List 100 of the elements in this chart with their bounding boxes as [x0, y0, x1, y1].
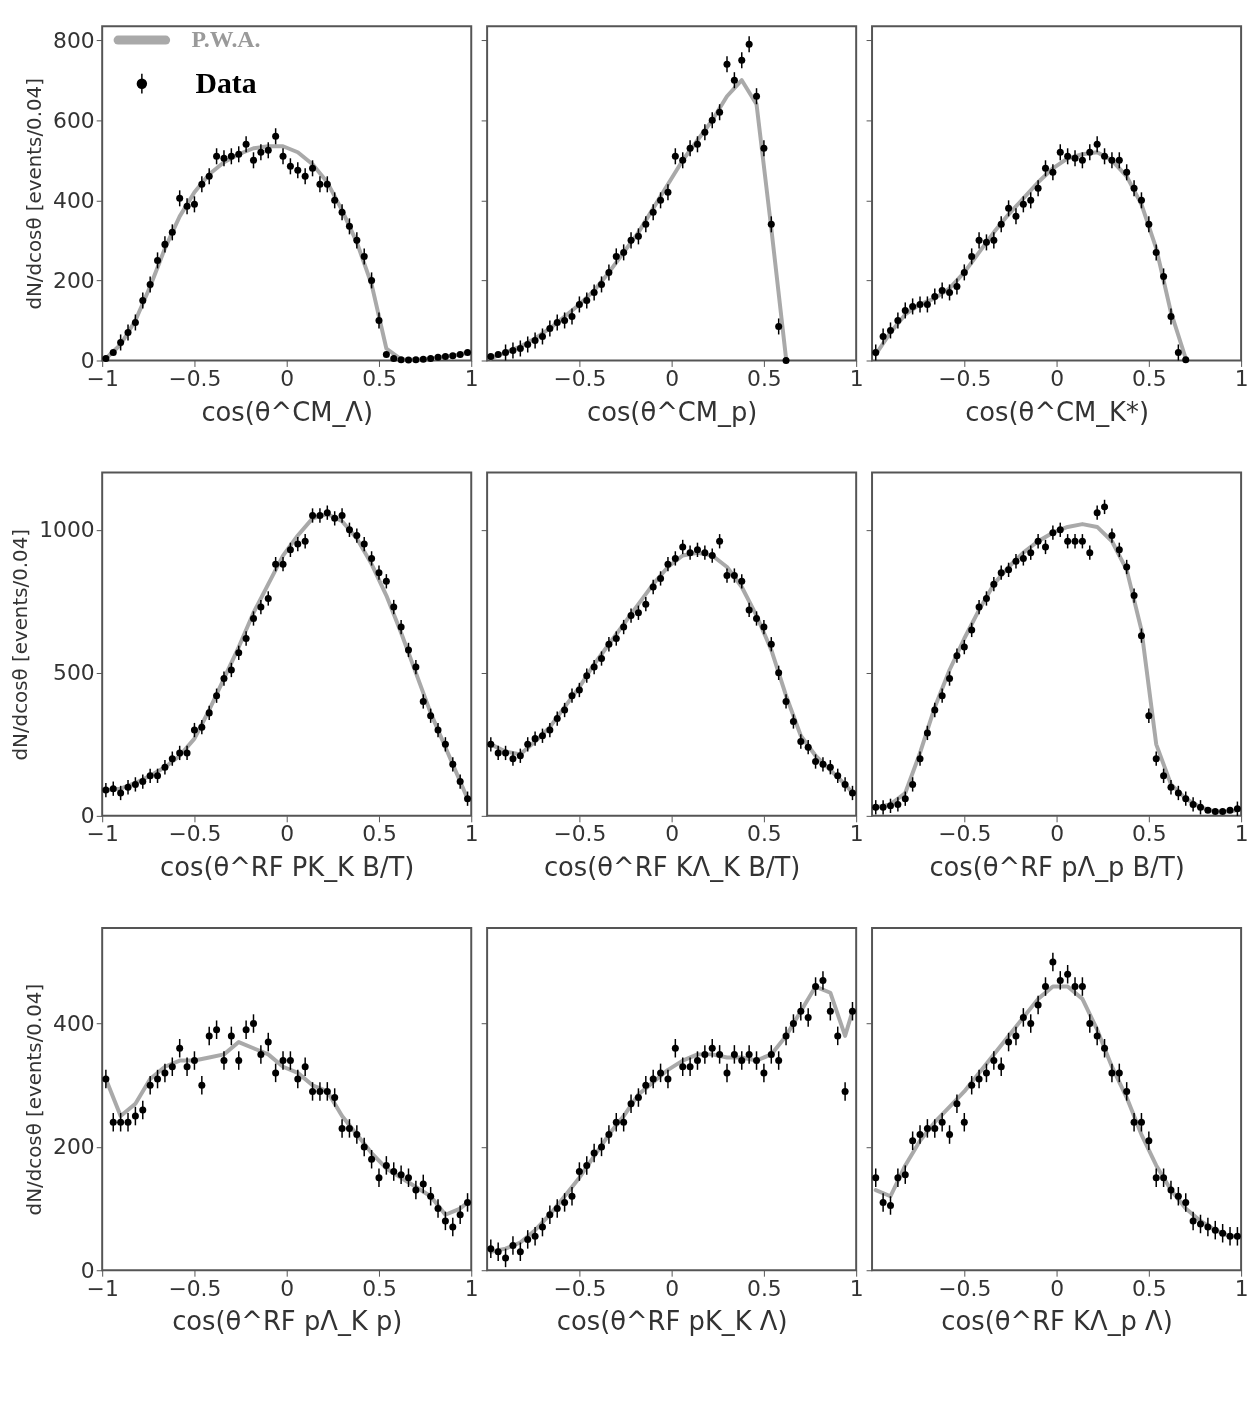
- x-tick-label: 0.5: [362, 821, 397, 847]
- point: [257, 603, 265, 611]
- point: [309, 164, 317, 172]
- point: [109, 785, 117, 793]
- point: [909, 1137, 917, 1145]
- point: [745, 1050, 753, 1058]
- point: [1041, 983, 1050, 991]
- y-axis-title: dN/dcosθ [events/0.04]: [23, 78, 47, 310]
- x-tick-label: 0.5: [747, 1275, 782, 1301]
- point: [1145, 220, 1153, 228]
- x-tick-label: −0.5: [938, 1275, 992, 1301]
- point: [627, 1100, 635, 1108]
- point: [331, 196, 339, 204]
- point: [575, 1168, 583, 1176]
- point: [1174, 789, 1182, 797]
- point: [375, 316, 383, 324]
- point: [745, 606, 753, 614]
- point: [345, 526, 353, 534]
- point: [176, 749, 184, 757]
- point: [982, 594, 990, 602]
- point: [494, 1248, 502, 1256]
- x-axis-title: cos(θ^RF KΛ_K B/T): [543, 851, 801, 882]
- point: [642, 1081, 650, 1089]
- point: [131, 318, 139, 326]
- point: [272, 1069, 280, 1077]
- x-tick-label: −0.5: [938, 821, 992, 847]
- point: [183, 202, 191, 210]
- point: [1034, 537, 1042, 545]
- point: [316, 180, 324, 188]
- y-tick-label: 1000: [39, 517, 95, 543]
- point: [1130, 1118, 1138, 1126]
- point: [456, 778, 464, 786]
- point: [434, 726, 442, 734]
- point: [1137, 1118, 1145, 1126]
- point: [124, 783, 132, 791]
- point: [176, 194, 184, 202]
- point: [612, 635, 620, 643]
- point: [390, 603, 398, 611]
- point: [1012, 557, 1020, 565]
- point: [220, 675, 228, 683]
- point: [975, 236, 983, 244]
- point: [117, 1118, 125, 1126]
- point: [590, 1149, 598, 1157]
- point: [723, 60, 731, 68]
- point: [782, 697, 790, 705]
- point: [657, 196, 665, 204]
- point: [190, 200, 198, 208]
- point: [649, 1075, 657, 1083]
- x-tick-label: −0.5: [938, 365, 992, 391]
- point: [990, 580, 998, 588]
- point: [264, 1038, 272, 1046]
- point: [879, 332, 887, 340]
- point: [154, 256, 162, 264]
- point: [1005, 204, 1013, 212]
- point: [1204, 806, 1212, 814]
- point: [782, 1032, 790, 1040]
- point: [464, 795, 472, 803]
- point: [509, 346, 517, 354]
- point: [767, 1050, 775, 1058]
- point: [671, 152, 679, 160]
- point: [1108, 156, 1116, 164]
- point: [139, 778, 147, 786]
- point: [634, 1094, 642, 1102]
- point: [767, 220, 775, 228]
- point: [568, 312, 576, 320]
- point: [368, 554, 376, 562]
- point: [227, 152, 235, 160]
- point: [894, 316, 902, 324]
- point: [693, 546, 701, 554]
- point: [753, 1057, 761, 1065]
- point: [502, 1254, 510, 1262]
- point: [183, 749, 191, 757]
- point: [375, 1174, 383, 1182]
- point: [1071, 983, 1079, 991]
- point: [1005, 1038, 1013, 1046]
- point: [161, 763, 169, 771]
- point: [538, 332, 546, 340]
- point: [1115, 546, 1123, 554]
- x-axis-title: cos(θ^RF pΛ_K p): [172, 1306, 403, 1337]
- point: [1219, 1229, 1227, 1237]
- point: [804, 743, 812, 751]
- point: [487, 352, 495, 360]
- point: [1019, 200, 1027, 208]
- point: [242, 635, 250, 643]
- point: [382, 577, 390, 585]
- point: [553, 1205, 561, 1213]
- point: [242, 140, 250, 148]
- point: [598, 280, 606, 288]
- point: [456, 350, 464, 358]
- point: [397, 1171, 405, 1179]
- point: [390, 354, 398, 362]
- point: [294, 540, 302, 548]
- point: [598, 1143, 606, 1151]
- point: [102, 786, 110, 794]
- point: [227, 666, 235, 674]
- point: [1019, 1013, 1027, 1021]
- point: [404, 356, 413, 364]
- point: [679, 156, 687, 164]
- point: [997, 569, 1005, 577]
- x-tick-label: 0: [665, 821, 680, 847]
